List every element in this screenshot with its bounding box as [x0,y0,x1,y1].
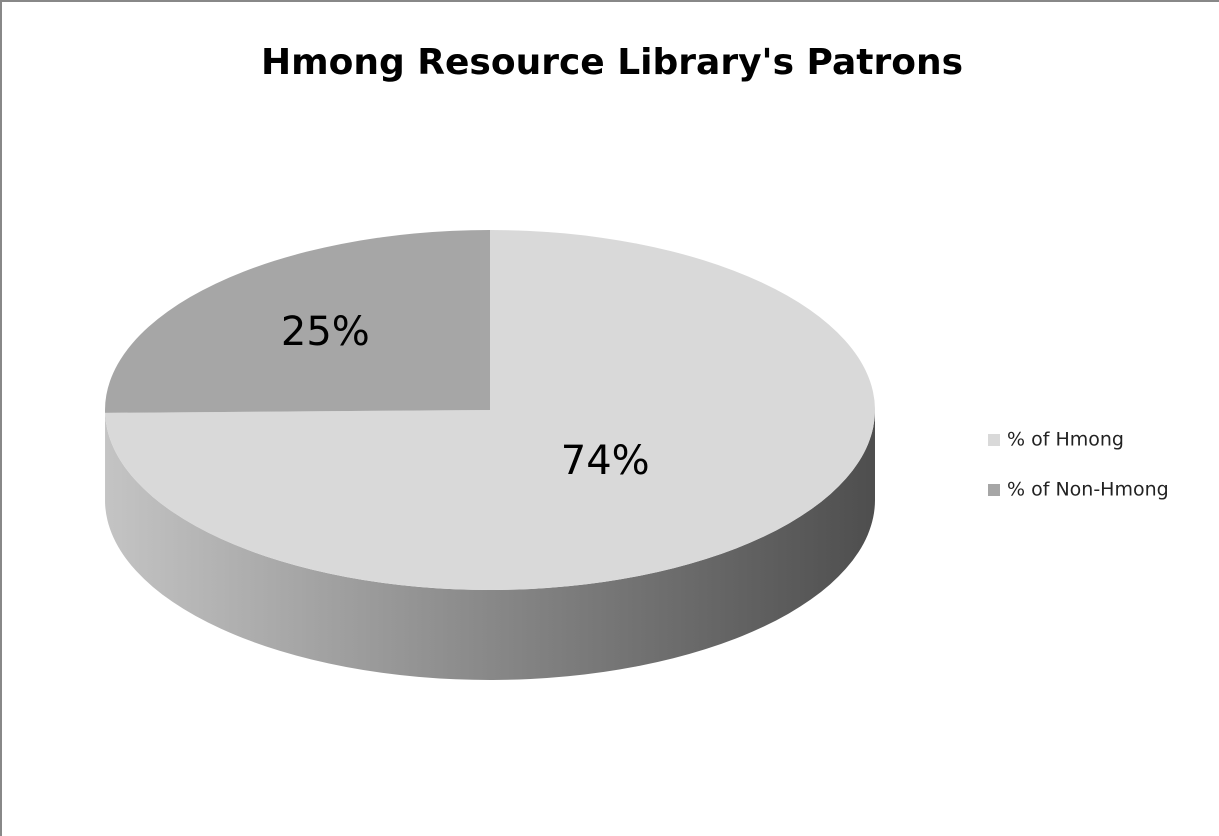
data-label: 25% [281,309,370,355]
legend-swatch [988,484,1000,496]
legend-label: % of Hmong [1007,429,1124,451]
slice [105,230,875,590]
chart-title: Hmong Resource Library's Patrons [261,42,963,83]
slice [105,230,490,413]
legend-label: % of Non-Hmong [1007,479,1169,501]
data-label: 74% [561,438,650,484]
slice-side [105,410,875,680]
legend-swatch [988,434,1000,446]
